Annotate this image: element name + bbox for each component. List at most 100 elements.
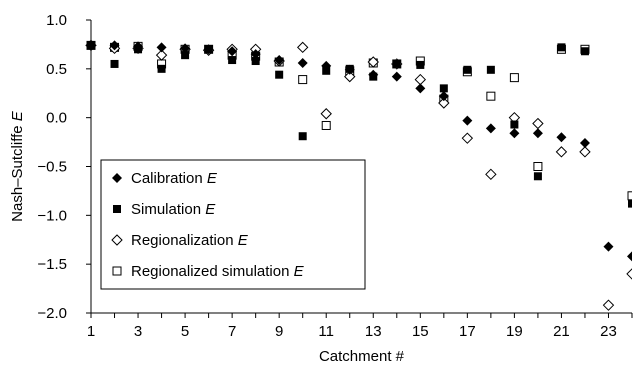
data-point [250, 49, 261, 60]
data-point [626, 268, 632, 280]
x-tick-label: 7 [228, 323, 236, 340]
data-point [579, 146, 591, 158]
data-point [557, 43, 566, 52]
data-point [461, 132, 474, 144]
y-tick-label: −1.0 [37, 207, 67, 224]
data-point [603, 241, 614, 252]
x-tick-label: 21 [553, 323, 570, 340]
data-point [416, 60, 425, 69]
y-tick-label: −0.5 [37, 159, 67, 176]
data-point [227, 46, 238, 57]
data-point [486, 65, 495, 74]
data-points [85, 39, 632, 311]
data-point [321, 60, 332, 71]
legend-marker [111, 234, 123, 246]
y-axis-title-variable: E [9, 110, 26, 121]
data-point [298, 132, 307, 141]
data-point [439, 84, 448, 93]
data-point [133, 41, 144, 52]
data-point [533, 162, 543, 171]
y-axis-title-text: Nash–Sutcliffe [9, 125, 26, 221]
legend-label: Regionalization E [131, 232, 249, 249]
data-point [180, 43, 191, 54]
data-point [438, 97, 450, 109]
x-tick-label: 15 [412, 323, 429, 340]
data-point [367, 56, 379, 68]
legend-item: Regionalized simulation E [112, 263, 305, 280]
data-point [509, 73, 519, 83]
data-point [580, 47, 589, 56]
data-point [368, 69, 379, 80]
data-point [110, 59, 119, 68]
data-point [251, 57, 260, 66]
data-point [532, 117, 544, 130]
x-tick-label: 11 [318, 323, 334, 340]
data-point [509, 128, 520, 139]
data-point [556, 132, 567, 143]
data-point [485, 168, 497, 181]
data-point [320, 108, 332, 120]
x-tick-label: 9 [275, 323, 283, 340]
data-point [109, 40, 120, 51]
data-point [392, 59, 401, 68]
legend-label: Simulation E [131, 201, 216, 218]
data-point [627, 251, 632, 262]
data-point [602, 299, 615, 311]
x-axis-title: Catchment # [319, 348, 405, 365]
series-calibration [86, 40, 632, 262]
data-point [510, 120, 519, 129]
data-point [579, 138, 590, 149]
x-tick-label: 3 [134, 323, 142, 340]
legend-label: Calibration E [131, 170, 218, 187]
data-point [532, 128, 543, 139]
x-tick-label: 19 [506, 323, 523, 340]
data-point [86, 40, 96, 51]
data-point [203, 44, 214, 55]
legend-marker [112, 173, 122, 183]
y-axis-title: Nash–Sutcliffe E [9, 110, 26, 222]
data-point [321, 120, 331, 130]
x-tick-label: 1 [87, 323, 95, 340]
data-point [298, 75, 308, 85]
y-tick-label: 0.0 [46, 110, 67, 127]
data-point [627, 191, 632, 201]
data-point [156, 42, 167, 53]
data-point [274, 55, 285, 66]
y-tick-label: −1.5 [37, 256, 67, 273]
y-tick-label: 1.0 [46, 12, 67, 29]
y-tick-label: −2.0 [37, 305, 67, 322]
data-point [628, 199, 632, 208]
data-point [463, 65, 472, 74]
data-point [415, 83, 426, 94]
legend-label: Regionalized simulation E [131, 263, 305, 280]
data-point [344, 70, 356, 83]
data-point [555, 146, 568, 158]
data-point [297, 57, 308, 68]
data-point [486, 91, 496, 101]
data-point [391, 71, 402, 82]
data-point [533, 172, 542, 181]
x-tick-label: 13 [365, 323, 382, 340]
y-tick-label: 0.5 [46, 61, 67, 78]
legend: Calibration E Simulation E Regionalization… [100, 159, 366, 290]
x-tick-label: 5 [181, 323, 189, 340]
axes: 1.00.50.0−0.5−1.0−1.5−2.01 3 5 7 9 11 13 15 17 19… [37, 12, 633, 340]
data-point [157, 64, 166, 73]
data-point [438, 91, 449, 102]
data-point [296, 41, 309, 54]
data-point [414, 73, 427, 86]
data-point [275, 70, 284, 79]
legend-marker [113, 205, 121, 213]
data-point [344, 64, 355, 75]
data-point [462, 115, 473, 126]
x-tick-label: 17 [459, 323, 476, 340]
x-tick-label: 23 [600, 323, 617, 340]
legend-box [100, 159, 366, 290]
data-point [228, 56, 237, 65]
data-point [485, 123, 496, 134]
data-point [181, 51, 190, 60]
data-point [155, 49, 168, 61]
legend-item: Calibration E [112, 170, 218, 187]
legend-item: Regionalization E [111, 232, 249, 249]
